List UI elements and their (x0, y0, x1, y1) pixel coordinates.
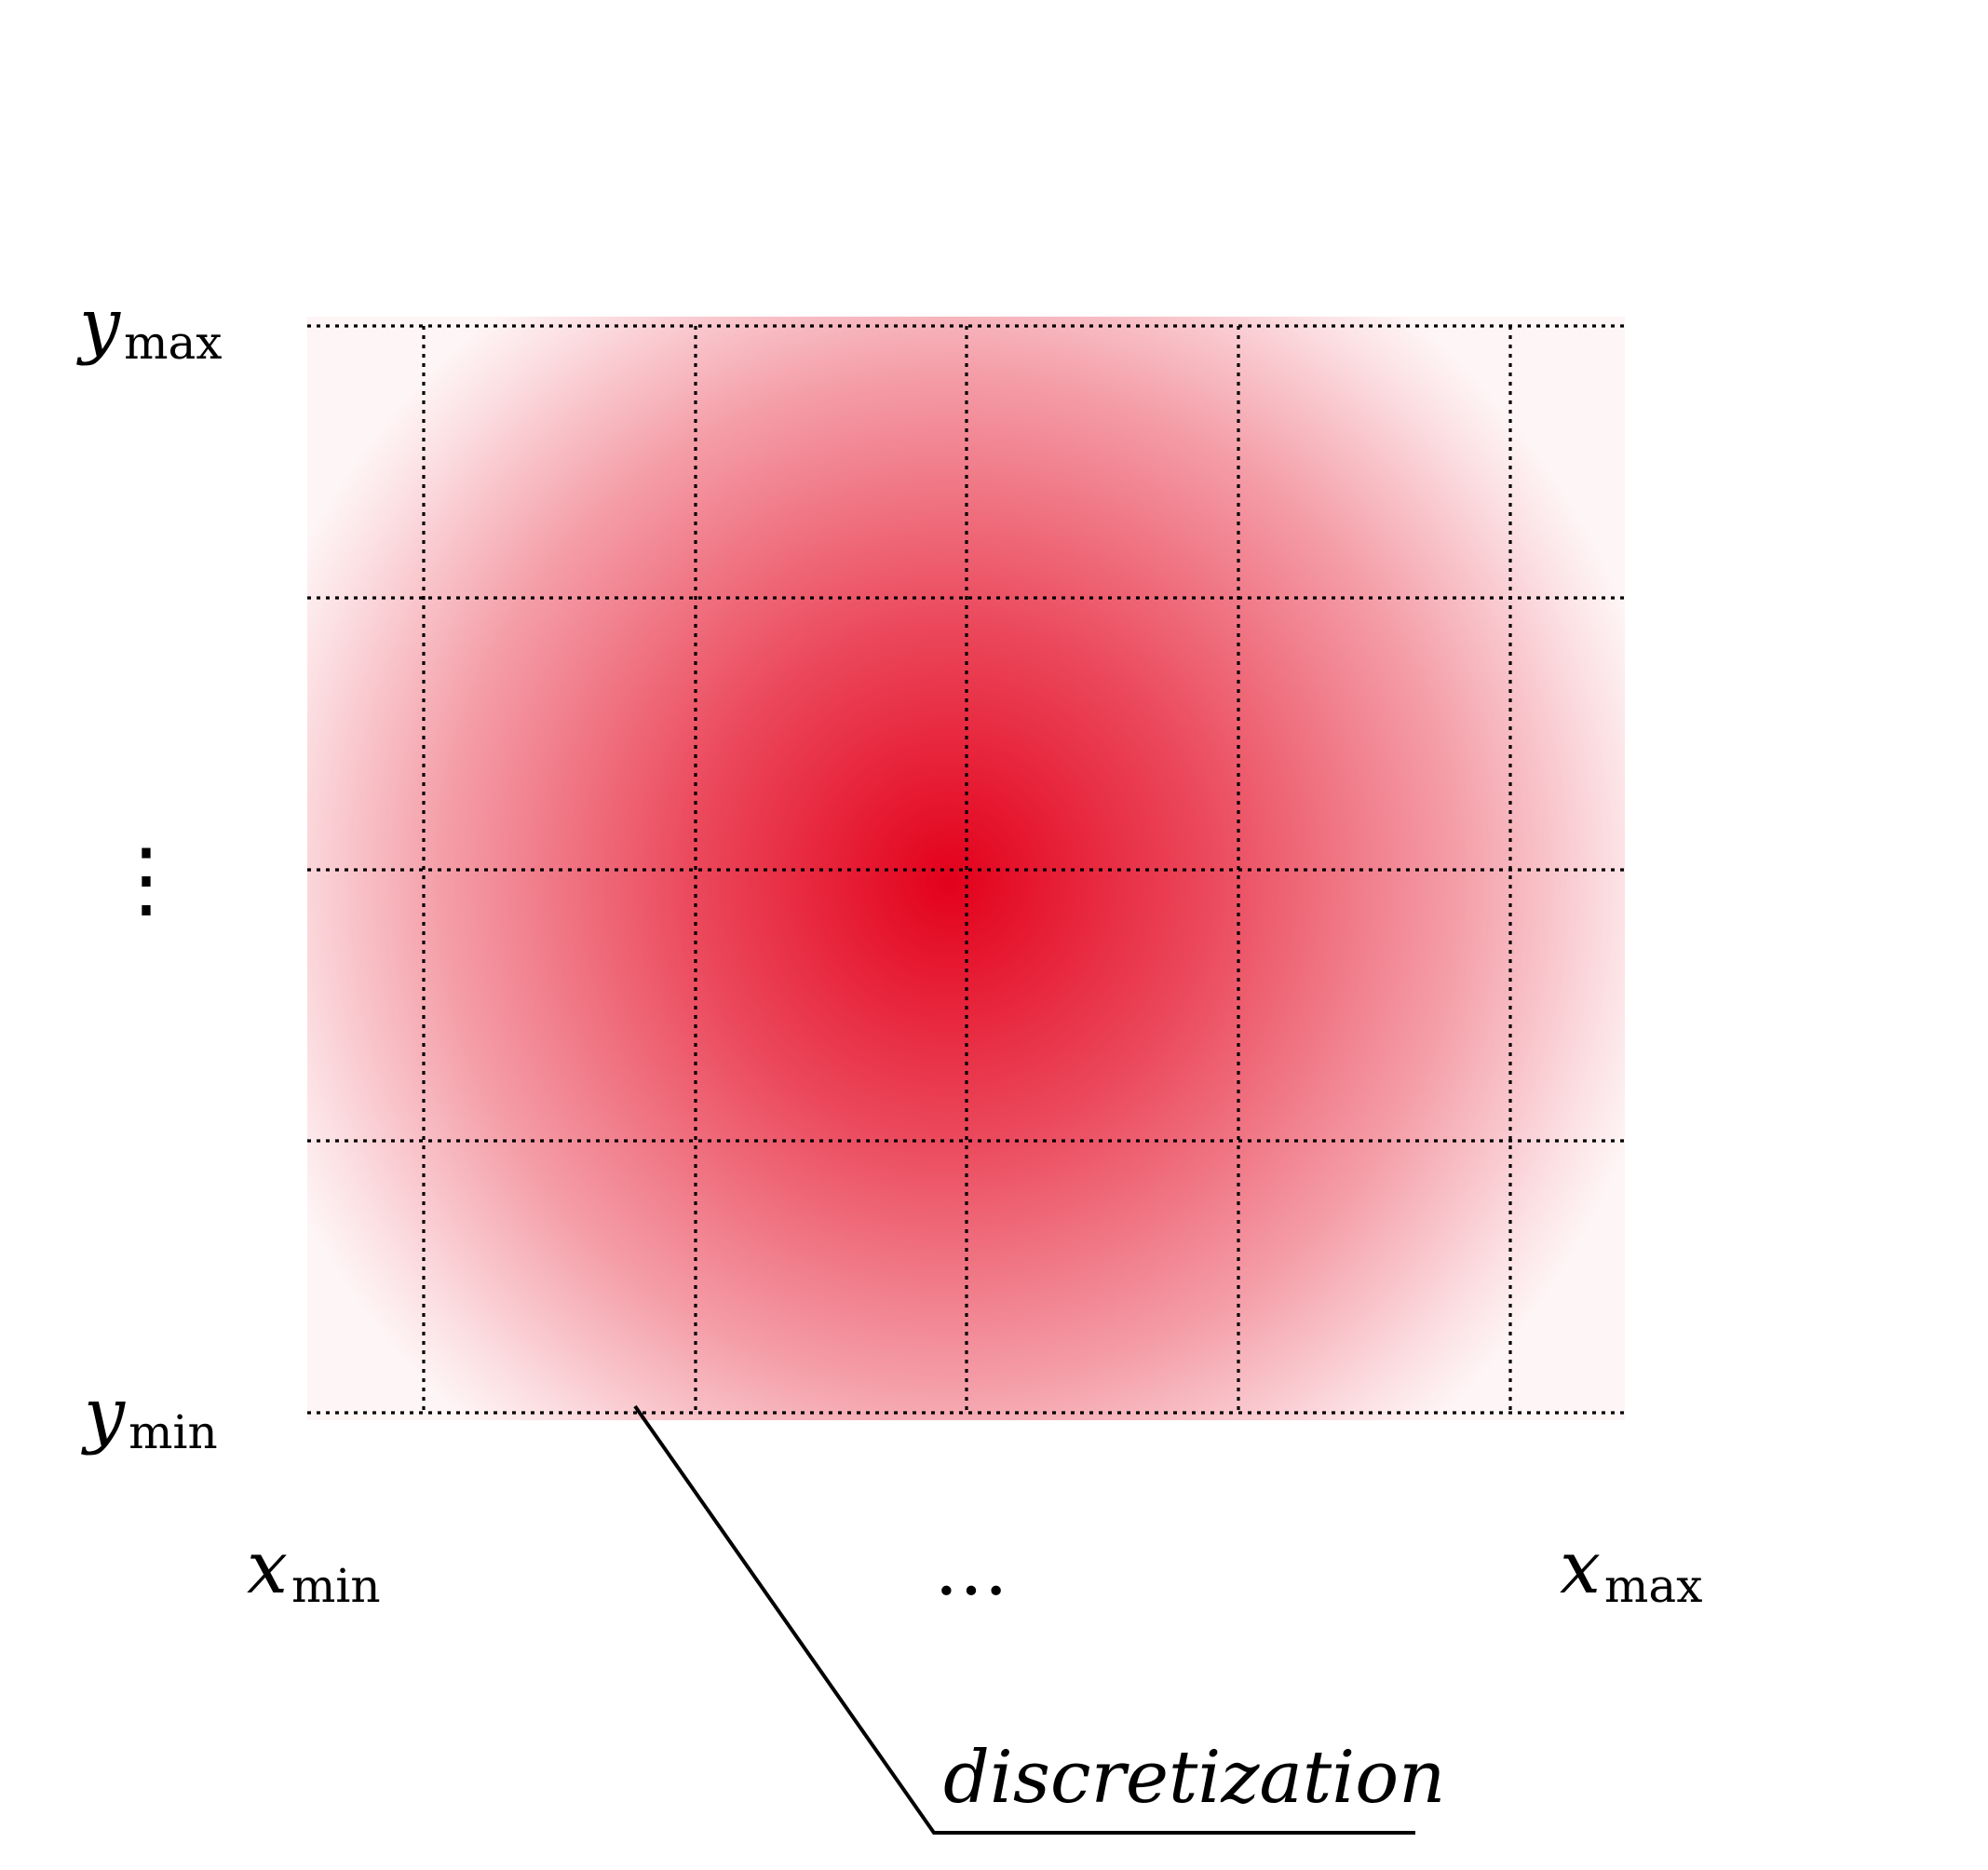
callout-leader-line (633, 1404, 1415, 1835)
x-min-label: xmin (247, 1526, 381, 1613)
callout-label: discretization (943, 1736, 1445, 1820)
discretization-grid (307, 324, 1625, 1415)
x-max-label: xmax (1560, 1526, 1702, 1613)
horizontal-ellipsis: … (934, 1525, 1008, 1612)
y-max-label: ymax (76, 283, 223, 370)
vertical-ellipsis: ⋮ (104, 831, 188, 928)
y-min-label: ymin (81, 1373, 218, 1459)
